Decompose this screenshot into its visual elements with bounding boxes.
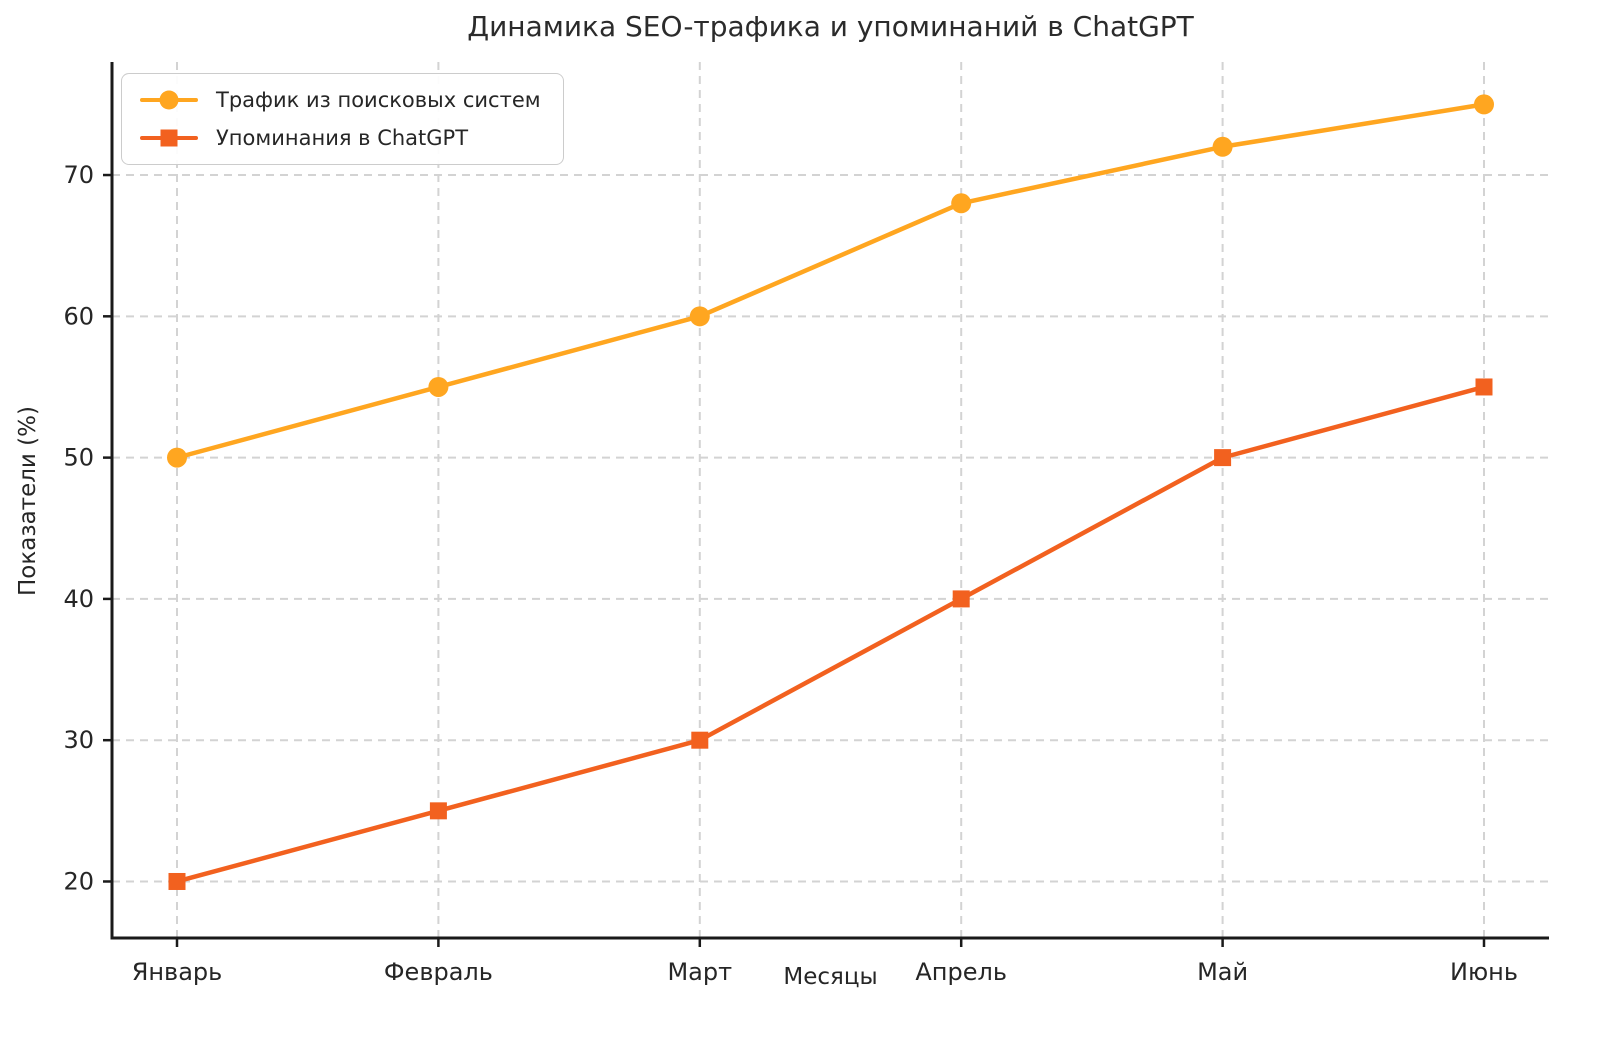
data-point-marker: [951, 193, 972, 214]
data-point-marker: [1475, 378, 1493, 396]
legend-swatch-traffic: [140, 89, 198, 111]
x-tick-label: Январь: [132, 958, 223, 986]
legend-item-traffic: Трафик из поисковых систем: [140, 88, 541, 112]
data-point-marker: [167, 447, 187, 468]
chart-title: Динамика SEO-трафика и упоминаний в Chat…: [467, 10, 1194, 43]
data-point-marker: [1212, 136, 1233, 157]
data-point-marker: [428, 376, 449, 397]
legend-item-mentions: Упоминания в ChatGPT: [140, 126, 541, 150]
x-tick-label: Май: [1197, 958, 1248, 986]
y-tick-label: 60: [63, 302, 94, 330]
data-point-marker: [952, 590, 970, 608]
data-point-marker: [689, 306, 710, 327]
circle-marker-icon: [159, 90, 179, 110]
x-axis-label: Месяцы: [783, 964, 878, 990]
legend: Трафик из поисковых систем Упоминания в …: [121, 73, 564, 165]
y-tick-label: 70: [63, 161, 94, 189]
series-line: [174, 102, 1487, 460]
y-tick-label: 40: [63, 585, 94, 613]
legend-label-traffic: Трафик из поисковых систем: [216, 88, 541, 112]
data-point-marker: [691, 731, 709, 749]
x-tick-label: Март: [667, 958, 732, 986]
x-tick-label: Апрель: [915, 958, 1007, 986]
legend-swatch-mentions: [140, 127, 198, 149]
series-line: [174, 384, 1487, 884]
y-tick-label: 50: [63, 444, 94, 472]
x-tick-label: Июнь: [1450, 958, 1518, 986]
data-point-marker: [1474, 94, 1494, 115]
y-tick-label: 30: [63, 726, 94, 754]
y-tick-label: 20: [63, 867, 94, 895]
y-axis-label: Показатели (%): [15, 406, 41, 596]
data-point-marker: [429, 802, 447, 820]
square-marker-icon: [160, 129, 178, 147]
data-point-marker: [1214, 449, 1232, 467]
x-tick-label: Февраль: [384, 958, 493, 986]
data-point-marker: [168, 872, 186, 890]
legend-label-mentions: Упоминания в ChatGPT: [216, 126, 469, 150]
